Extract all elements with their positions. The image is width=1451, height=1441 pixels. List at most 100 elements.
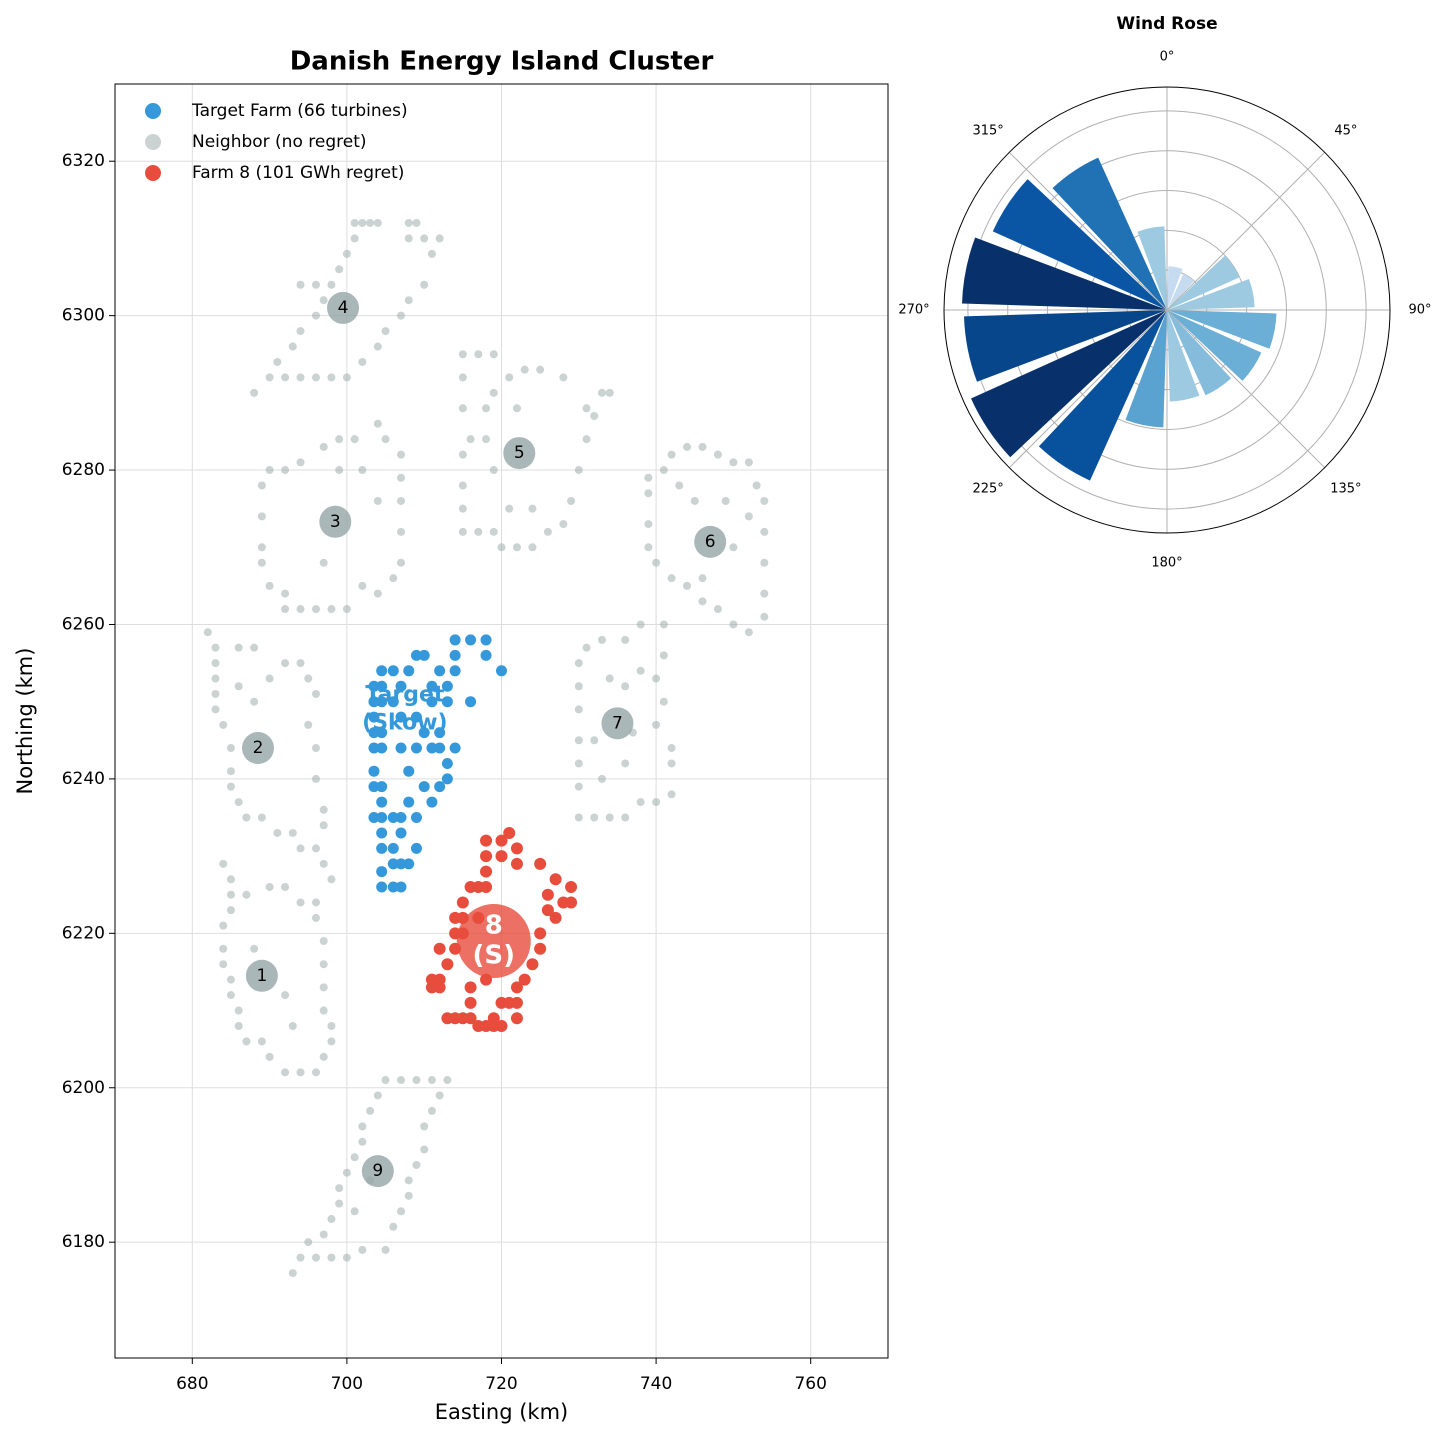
turbine: [226, 767, 235, 776]
turbine: [257, 1037, 266, 1046]
turbine: [698, 574, 707, 583]
turbine: [456, 896, 469, 909]
turbine: [667, 744, 676, 753]
turbine: [376, 696, 388, 708]
turbine: [480, 865, 493, 878]
turbine: [559, 520, 568, 529]
theta-tick-label: 0°: [1160, 50, 1175, 65]
turbine: [458, 481, 467, 490]
turbine: [281, 466, 290, 475]
turbine: [636, 620, 645, 629]
turbine: [342, 605, 351, 614]
turbine: [335, 1199, 344, 1208]
turbine: [464, 1012, 477, 1025]
wind-bar: [1125, 310, 1167, 428]
turbine: [520, 365, 529, 374]
farm-label: 1: [256, 966, 267, 986]
turbine: [496, 665, 507, 677]
turbine: [605, 388, 614, 397]
turbine: [441, 680, 453, 692]
turbine: [744, 628, 753, 637]
angular-grid: [1008, 151, 1168, 311]
turbine: [342, 249, 351, 258]
annotation: (Skow): [362, 710, 447, 735]
y-axis-label: Northing (km): [13, 648, 37, 795]
wind-bar: [1052, 157, 1167, 310]
turbine: [582, 435, 591, 444]
turbine: [327, 1021, 336, 1030]
turbine: [410, 842, 422, 854]
turbine: [265, 466, 274, 475]
turbine: [744, 458, 753, 467]
farm-label: 9: [372, 1161, 383, 1181]
turbine: [265, 674, 274, 683]
turbine: [397, 1207, 406, 1216]
turbine: [549, 873, 562, 886]
turbine: [288, 1021, 297, 1030]
turbine: [426, 696, 438, 708]
turbine: [410, 711, 422, 723]
y-tick-label: 6200: [62, 1078, 105, 1098]
turbine: [311, 689, 320, 698]
turbine: [667, 574, 676, 583]
turbine: [495, 850, 508, 863]
turbine: [319, 937, 328, 946]
turbine: [565, 896, 578, 909]
turbine: [403, 796, 415, 808]
turbine: [296, 659, 305, 668]
chart-title: Wind Rose: [1116, 14, 1217, 34]
turbine: [296, 1253, 305, 1262]
turbine: [368, 711, 380, 723]
turbine: [458, 527, 467, 536]
turbine: [226, 782, 235, 791]
turbine: [281, 589, 290, 598]
turbine: [464, 996, 477, 1009]
wind-bar: [1167, 273, 1195, 310]
turbine: [257, 813, 266, 822]
turbine: [311, 913, 320, 922]
farm-marker: [327, 291, 360, 324]
turbine: [265, 581, 274, 590]
turbine: [389, 1222, 398, 1231]
turbine: [480, 881, 493, 894]
turbine: [565, 881, 578, 894]
legend-marker: [145, 103, 161, 119]
turbine: [387, 881, 399, 893]
turbine: [534, 942, 547, 955]
turbine: [541, 904, 554, 917]
turbine: [489, 388, 498, 397]
turbine: [443, 1076, 452, 1085]
turbine: [368, 765, 380, 777]
turbine: [667, 790, 676, 799]
turbine: [574, 659, 583, 668]
turbine: [257, 481, 266, 490]
turbine: [482, 404, 491, 413]
turbine: [319, 1006, 328, 1015]
turbine: [381, 327, 390, 336]
turbine: [387, 812, 399, 824]
turbine: [350, 1207, 359, 1216]
turbine: [219, 921, 228, 930]
turbine: [510, 996, 523, 1009]
turbine: [683, 442, 692, 451]
turbine: [350, 234, 359, 243]
turbine: [636, 666, 645, 675]
turbine: [534, 857, 547, 870]
turbine: [480, 649, 492, 661]
turbine: [219, 859, 228, 868]
turbine: [683, 581, 692, 590]
turbine: [510, 1012, 523, 1025]
turbine: [304, 720, 313, 729]
turbine: [582, 643, 591, 652]
turbine: [404, 296, 413, 305]
turbine: [420, 234, 429, 243]
turbine: [395, 680, 407, 692]
turbine: [729, 458, 738, 467]
turbine: [644, 473, 653, 482]
turbine: [659, 651, 668, 660]
turbine: [435, 1091, 444, 1100]
turbine: [426, 680, 438, 692]
turbine: [350, 218, 359, 227]
turbine: [376, 727, 388, 739]
turbine: [296, 327, 305, 336]
